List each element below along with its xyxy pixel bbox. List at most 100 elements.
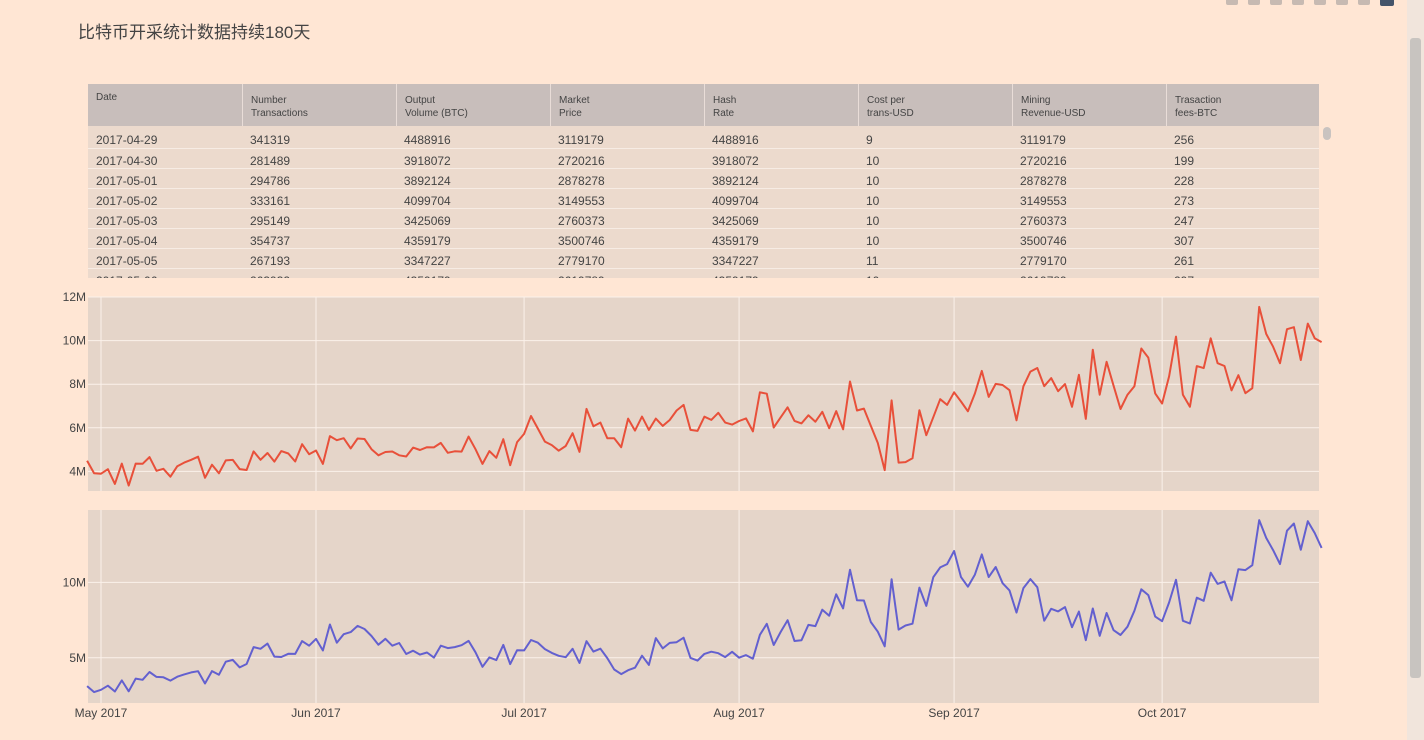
table-header-cell: Mining Revenue-USD <box>1012 84 1166 126</box>
table-cell: 3892124 <box>404 174 451 188</box>
table-cell: 341319 <box>250 133 291 147</box>
y-tick-label: 10M <box>63 334 86 348</box>
table-header-cell: Number Transactions <box>242 84 396 126</box>
autoscale-icon[interactable] <box>1336 0 1348 5</box>
table-header-cell: Hash Rate <box>704 84 858 126</box>
table-row: 2017-05-04 354737 4359179 3500746 4359179 10 3… <box>88 228 1319 248</box>
table-cell: 2878278 <box>558 174 605 188</box>
table-cell: 10 <box>866 174 880 188</box>
table-row: 2017-05-05 267193 3347227 2779170 3347227 11 2… <box>88 248 1319 268</box>
table-cell: 2619789 <box>1012 269 1166 278</box>
zoom-in-icon[interactable] <box>1292 0 1304 5</box>
table-cell: 3500746 <box>558 234 605 248</box>
table-cell: 295149 <box>250 214 291 228</box>
y-tick-label: 12M <box>63 290 86 304</box>
reset-axes-icon[interactable] <box>1358 0 1370 5</box>
table-cell: 9 <box>866 133 873 147</box>
table-header-cell: Market Price <box>550 84 704 126</box>
table-cell: 228 <box>1174 174 1195 188</box>
table-cell: 3347227 <box>712 254 759 268</box>
table-header: Date Number Transactions Output Volume (BT… <box>88 84 1319 126</box>
table-cell: 267193 <box>250 254 291 268</box>
table-header-cell: Trasaction fees-BTC <box>1166 84 1319 126</box>
table-cell: 10 <box>866 194 880 208</box>
table-cell: 11 <box>866 254 879 268</box>
x-tick-label: Oct 2017 <box>1138 706 1187 720</box>
chart-toolbar[interactable] <box>1226 0 1394 6</box>
table-cell: 10 <box>866 234 880 248</box>
table-cell: 2017-04-30 <box>96 154 158 168</box>
table-cell: 307 <box>1174 234 1195 248</box>
y-tick-label: 4M <box>69 464 86 478</box>
table-cell: 2017-05-05 <box>96 254 158 268</box>
table-cell: 4099704 <box>712 194 759 208</box>
zoom-out-icon[interactable] <box>1314 0 1326 5</box>
series-line <box>86 305 1323 487</box>
table-header-cell: Date <box>96 92 118 103</box>
table-cell: 4359179 <box>404 234 451 248</box>
table-cell: 3119179 <box>1020 133 1066 147</box>
table-cell: 333161 <box>250 194 291 208</box>
table-body: 2017-04-29 341319 4488916 3119179 4488916 9 31… <box>88 126 1319 278</box>
table-cell: 261 <box>1174 254 1195 268</box>
table-row: 2017-05-06263932435917926197894359179102… <box>88 268 1319 278</box>
table-cell: 2017-05-04 <box>96 234 158 248</box>
table-cell: 2779170 <box>558 254 605 268</box>
table-cell: 2760373 <box>558 214 605 228</box>
y-tick-label: 5M <box>69 651 86 665</box>
table-cell: 4488916 <box>712 133 759 147</box>
table-cell: 3149553 <box>558 194 605 208</box>
table-cell: 10 <box>866 154 880 168</box>
y-tick-label: 10M <box>63 575 86 589</box>
table-cell: 2878278 <box>1020 174 1067 188</box>
x-tick-label: Jun 2017 <box>291 706 341 720</box>
table-cell: 3347227 <box>404 254 451 268</box>
table-cell: 2017-05-01 <box>96 174 158 188</box>
x-tick-label: May 2017 <box>75 706 128 720</box>
table-row: 2017-05-01 294786 3892124 2878278 3892124 10 2… <box>88 168 1319 188</box>
camera-icon[interactable] <box>1226 0 1238 5</box>
x-tick-label: Sep 2017 <box>928 706 980 720</box>
table-cell: 273 <box>1174 194 1195 208</box>
x-tick-label: Jul 2017 <box>501 706 547 720</box>
y-tick-label: 8M <box>69 377 86 391</box>
chart-panel: 5M 10M <box>63 510 1323 703</box>
table-cell: 2779170 <box>1020 254 1067 268</box>
page-scrollbar-thumb[interactable] <box>1410 38 1421 678</box>
series-line <box>86 519 1323 694</box>
plotly-logo-icon[interactable] <box>1380 0 1394 6</box>
x-tick-label: Aug 2017 <box>713 706 765 720</box>
table-cell: 263932 <box>242 269 396 278</box>
table-cell: 10 <box>858 269 1012 278</box>
table-row: 2017-04-29 341319 4488916 3119179 4488916 9 31… <box>88 126 1319 148</box>
table-cell: 3918072 <box>404 154 451 168</box>
table-cell: 2720216 <box>558 154 605 168</box>
zoom-icon[interactable] <box>1248 0 1260 5</box>
data-table[interactable]: Date Number Transactions Output Volume (BT… <box>88 84 1319 278</box>
table-cell: 3425069 <box>712 214 759 228</box>
chart-panel: 4M 6M 8M 10M 12M <box>63 290 1323 491</box>
table-cell: 3149553 <box>1020 194 1067 208</box>
table-cell: 247 <box>1174 214 1195 228</box>
table-cell: 2017-05-06 <box>88 269 242 278</box>
pan-icon[interactable] <box>1270 0 1282 5</box>
table-cell: 10 <box>866 214 880 228</box>
table-cell: 3918072 <box>712 154 759 168</box>
table-cell: 3500746 <box>1020 234 1067 248</box>
table-cell: 2720216 <box>1020 154 1067 168</box>
table-cell: 297 <box>1166 269 1319 278</box>
table-cell: 4099704 <box>404 194 451 208</box>
table-cell: 2017-04-29 <box>96 133 158 147</box>
table-cell: 256 <box>1174 133 1195 147</box>
plot-background <box>88 297 1319 491</box>
table-row: 2017-05-02 333161 4099704 3149553 4099704 10 3… <box>88 188 1319 208</box>
table-cell: 2017-05-03 <box>96 214 158 228</box>
table-scrollbar[interactable] <box>1323 127 1331 140</box>
plot-background <box>88 510 1319 703</box>
table-cell: 354737 <box>250 234 291 248</box>
table-cell: 4359179 <box>704 269 858 278</box>
table-row: 2017-05-03 295149 3425069 2760373 3425069 10 2… <box>88 208 1319 228</box>
table-cell: 3425069 <box>404 214 451 228</box>
table-cell: 294786 <box>250 174 291 188</box>
table-cell: 2619789 <box>550 269 704 278</box>
